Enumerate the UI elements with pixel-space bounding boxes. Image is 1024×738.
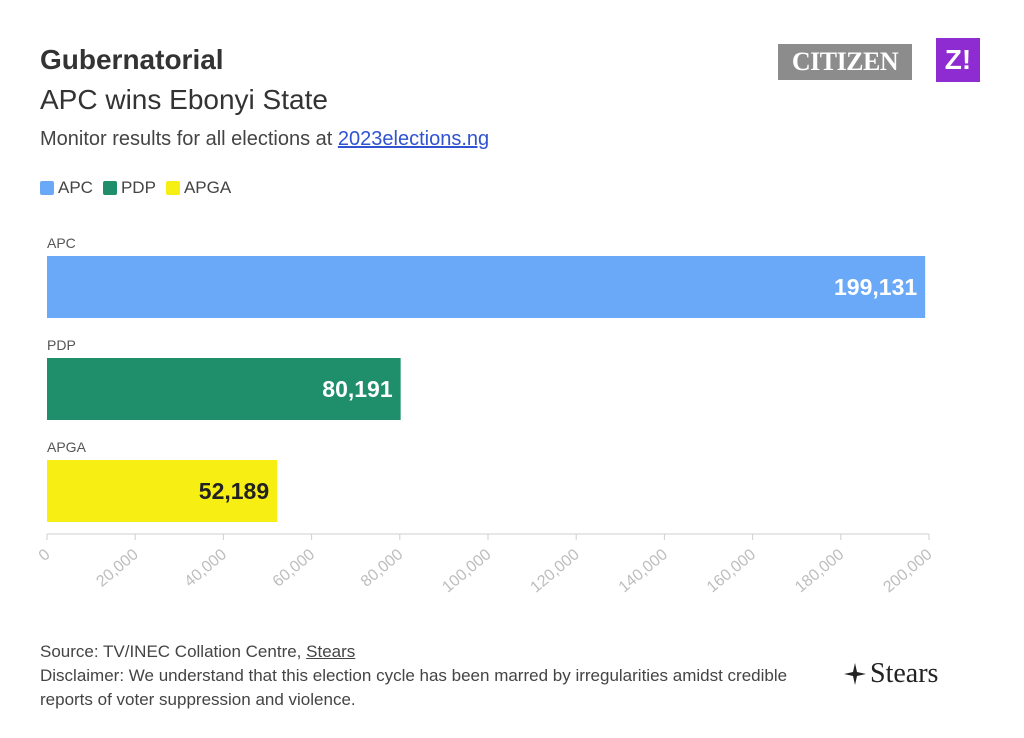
monitor-text: Monitor results for all elections at 202… [40,128,489,151]
stears-logo-text: Stears [870,658,939,689]
elections-link[interactable]: 2023elections.ng [337,128,490,150]
x-tick-label-4: 80,000 [358,546,406,591]
disclaimer-text: Disclaimer: We understand that this elec… [40,666,788,709]
x-tick-label-3: 60,000 [270,546,318,591]
legend-label-pdp: PDP [120,178,156,197]
x-tick-label-10: 200,000 [880,546,935,596]
z-logo: Z! [936,38,980,82]
bar-apga [47,460,278,522]
legend-swatch-apga [165,181,180,195]
legend-item-apc: APC [40,178,93,198]
source-prefix: Source: TV/INEC Collation Centre, [40,642,307,661]
chart-subtitle: APC wins Ebonyi State [40,84,328,115]
source-text: Source: TV/INEC Collation Centre, Stears [40,640,355,664]
x-tick-label-5: 100,000 [439,546,494,596]
x-tick-label-9: 180,000 [792,546,847,596]
data-label-apga: 52,189 [199,478,269,504]
category-label-pdp: PDP [47,337,76,353]
stears-mark-icon [844,663,866,685]
legend-label-apc: APC [58,178,93,197]
stears-logo: Stears [842,658,938,690]
bar-pdp [47,358,401,420]
x-tick-label-6: 120,000 [528,546,583,596]
data-label-apc: 199,131 [834,274,917,300]
legend-item-apga: APGA [165,178,232,198]
legend-swatch-apc [40,181,54,195]
category-label-apga: APGA [47,439,87,455]
legend-swatch-pdp [102,181,117,195]
chart-title: Gubernatorial [40,44,224,75]
legend: APC PDP APGA [40,178,231,198]
legend-label-apga: APGA [183,178,232,197]
bar-apc [47,256,926,318]
legend-item-pdp: PDP [102,178,156,198]
x-tick-label-2: 40,000 [182,546,230,591]
stears-source-link[interactable]: Stears [306,642,356,661]
x-tick-label-8: 160,000 [704,546,759,596]
x-tick-label-1: 20,000 [93,546,141,591]
x-tick-label-7: 140,000 [616,546,671,596]
data-label-pdp: 80,191 [322,376,393,402]
monitor-prefix: Monitor results for all elections at [40,128,338,150]
category-label-apc: APC [47,235,76,251]
citizen-logo: CITIZEN [778,44,912,80]
x-tick-label-0: 0 [36,546,54,565]
